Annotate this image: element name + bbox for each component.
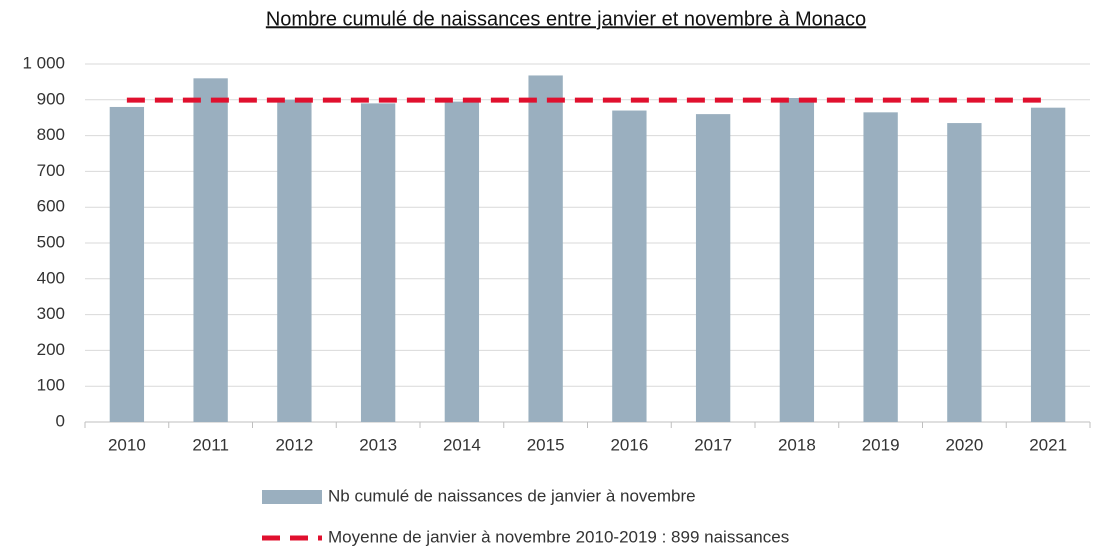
bar: [612, 110, 647, 422]
y-tick-label: 800: [37, 125, 65, 144]
bar: [360, 103, 396, 422]
chart-title: Nombre cumulé de naissances entre janvie…: [266, 8, 866, 30]
bar: [947, 123, 982, 422]
bar: [528, 75, 563, 423]
bar: [779, 98, 815, 422]
y-tick-label: 500: [37, 232, 65, 251]
x-tick-label: 2018: [778, 435, 816, 454]
x-tick-label: 2010: [108, 435, 146, 454]
bar: [1030, 107, 1066, 423]
y-tick-label: 1 000: [22, 53, 65, 72]
x-tick-label: 2011: [192, 435, 229, 454]
legend-label: Moyenne de janvier à novembre 2010-2019 …: [328, 527, 789, 546]
y-tick-label: 400: [37, 268, 65, 287]
y-tick-label: 0: [56, 411, 65, 430]
legend-label: Nb cumulé de naissances de janvier à nov…: [328, 486, 696, 505]
legend-swatch: [262, 490, 322, 504]
y-tick-label: 900: [37, 89, 65, 108]
y-tick-label: 600: [37, 197, 65, 216]
x-tick-label: 2017: [694, 435, 732, 454]
y-tick-label: 700: [37, 161, 65, 180]
y-tick-label: 100: [37, 376, 65, 395]
x-tick-label: 2014: [443, 435, 481, 454]
x-tick-label: 2021: [1029, 435, 1067, 454]
x-tick-label: 2012: [275, 435, 313, 454]
y-tick-label: 300: [37, 304, 65, 323]
bar: [277, 99, 312, 423]
x-tick-label: 2015: [527, 435, 565, 454]
bar: [444, 101, 480, 422]
bar: [109, 106, 145, 423]
bar: [863, 112, 898, 422]
bar: [193, 78, 228, 422]
bar: [695, 114, 731, 423]
x-tick-label: 2019: [862, 435, 900, 454]
y-tick-label: 200: [37, 340, 65, 359]
x-tick-label: 2020: [945, 435, 983, 454]
x-tick-label: 2016: [610, 435, 648, 454]
x-tick-label: 2013: [359, 435, 397, 454]
